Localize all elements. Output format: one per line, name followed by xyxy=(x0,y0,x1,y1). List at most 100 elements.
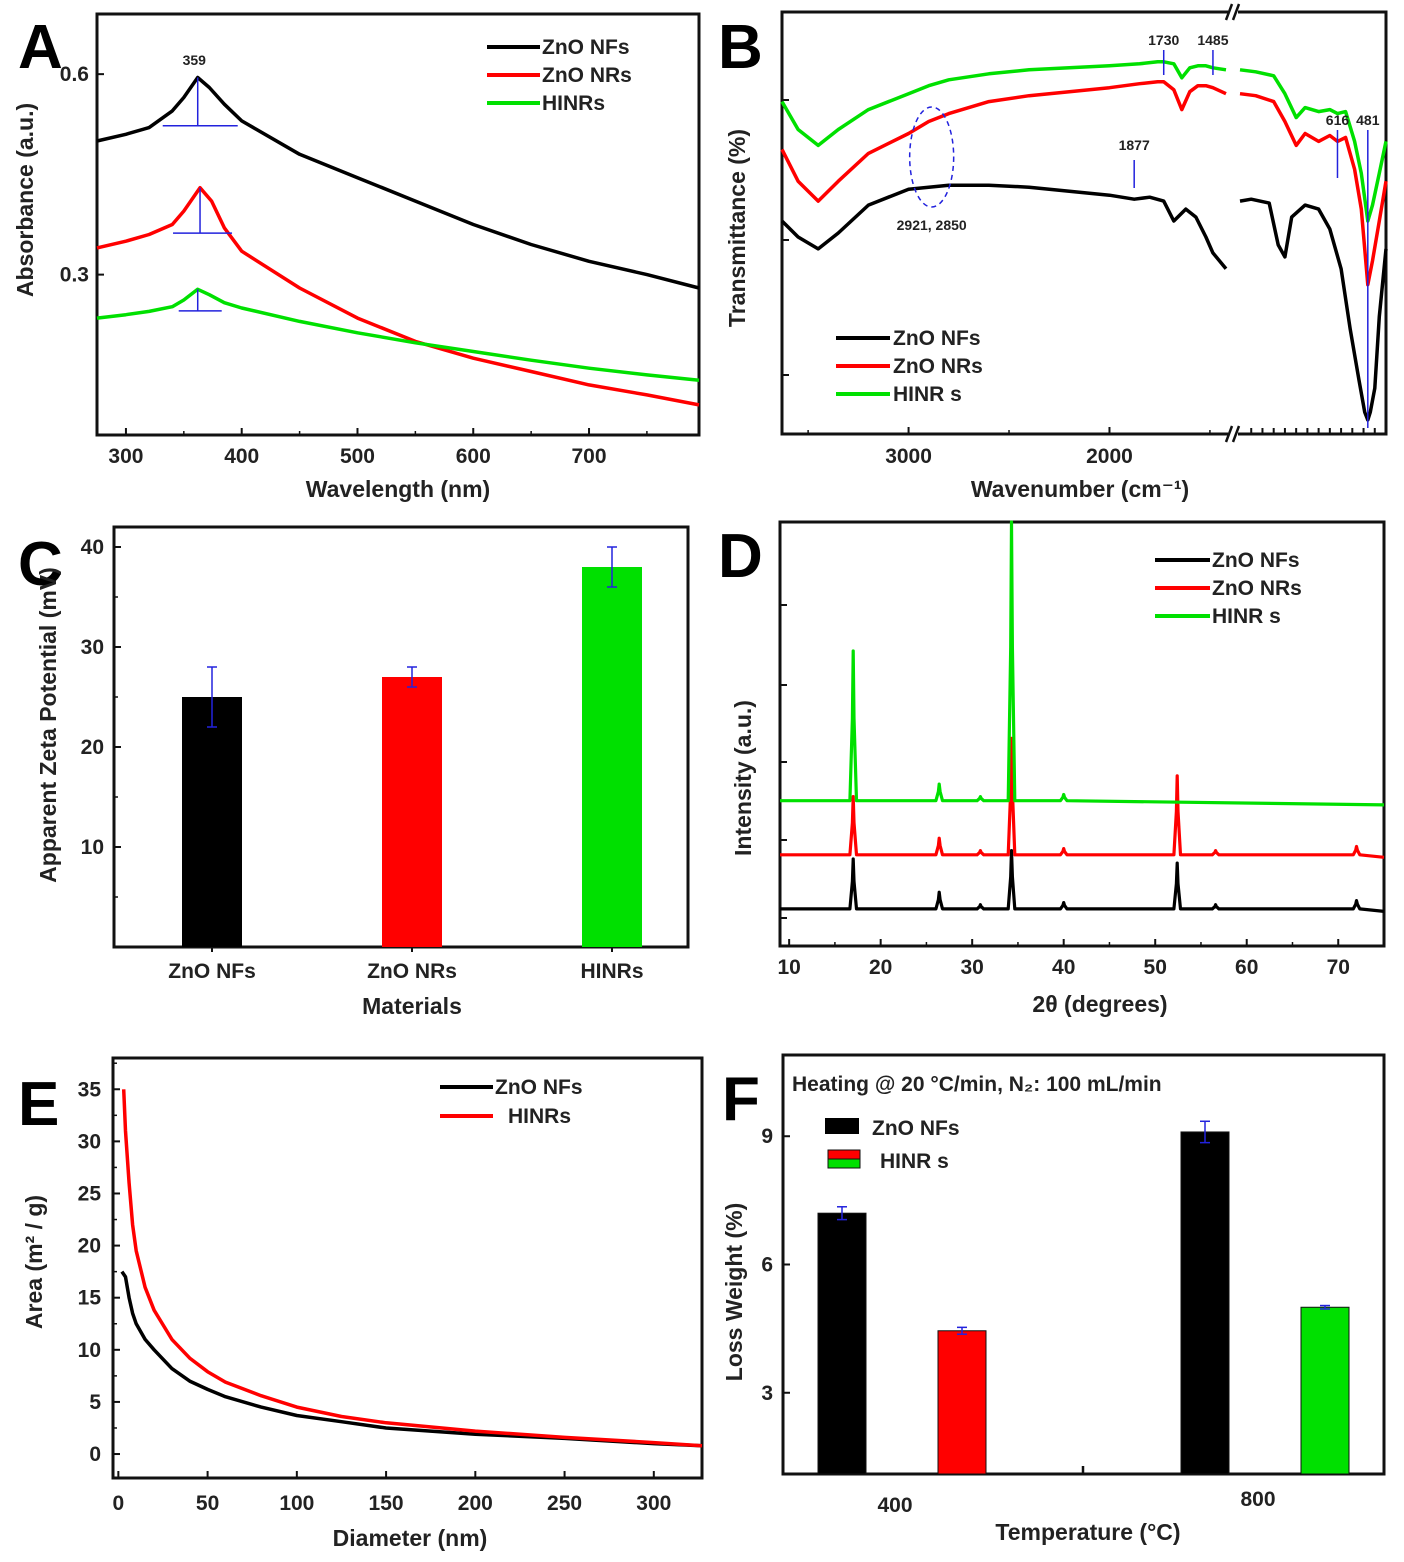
panel-f-bar-1-1 xyxy=(1300,1306,1350,1475)
panel-b-region-ellipse xyxy=(908,106,955,208)
panel-d-series-group xyxy=(780,520,1385,913)
panel-label-f: F xyxy=(722,1065,760,1134)
panel-a-axes: 300 400 500 600 700 0.3 0.6 xyxy=(60,63,648,468)
panel-c-y-tick-label: 30 xyxy=(81,636,104,659)
panel-b-x-tick-label: 3000 xyxy=(885,445,932,468)
panel-f-x-axis-label: Temperature (°C) xyxy=(995,1519,1180,1545)
panel-b-series-line-right-0 xyxy=(1239,197,1388,422)
panel-e-x-tick-label: 100 xyxy=(279,1492,314,1515)
panel-d-x-tick-label: 40 xyxy=(1052,956,1075,979)
panel-b-annotations: 1730 1485 616 481 1877 2921, 2850 xyxy=(897,32,1380,428)
panel-b-plot-frame xyxy=(780,10,1388,436)
panel-a-y-tick-label: 0.6 xyxy=(60,63,89,86)
panel-f-bar-0-0 xyxy=(817,1212,867,1475)
panel-label-d: D xyxy=(718,522,763,591)
panel-b-annotation: 2921, 2850 xyxy=(897,217,967,233)
panel-b-series-group xyxy=(780,60,1388,422)
panel-d-x-tick-label: 30 xyxy=(961,956,984,979)
panel-c-bar-2 xyxy=(582,567,642,947)
panel-e-x-tick-label: 0 xyxy=(113,1492,125,1515)
panel-e-x-axis-label: Diameter (nm) xyxy=(333,1525,488,1551)
panel-f-y-axis-label: Loss Weight (%) xyxy=(721,1203,747,1381)
panel-a-legend-label: ZnO NRs xyxy=(542,64,632,87)
panel-a-series-line-1 xyxy=(96,185,700,407)
panel-e-y-tick-label: 5 xyxy=(89,1391,101,1414)
panel-a-x-tick-label: 500 xyxy=(340,445,375,468)
panel-e-legend: ZnO NFs HINRs xyxy=(440,1076,583,1128)
panel-b-legend-label: HINR s xyxy=(893,383,962,406)
panel-b-annotation: 616 xyxy=(1326,112,1350,128)
panel-b-axis-break-mark xyxy=(1231,425,1241,443)
panel-a-legend: ZnO NFs ZnO NRs HINRs xyxy=(487,36,632,115)
panel-b-axes: 3000 2000 xyxy=(782,3,1387,468)
panel-a-legend-label: ZnO NFs xyxy=(542,36,630,59)
panel-e-y-tick-label: 10 xyxy=(78,1339,101,1362)
panel-b-annotation: 481 xyxy=(1356,112,1380,128)
panel-e-series-line-0 xyxy=(120,1270,703,1448)
panel-b-series-line-left-0 xyxy=(780,183,1228,270)
panel-f-legend-label: HINR s xyxy=(880,1150,949,1173)
panel-b-x-tick-label: 2000 xyxy=(1086,445,1133,468)
panel-d-x-tick-label: 70 xyxy=(1327,956,1350,979)
panel-e-y-tick-label: 30 xyxy=(78,1130,101,1153)
panel-f-axes: 3 6 9 400 800 xyxy=(761,1125,1275,1517)
panel-b-axis-break-mark xyxy=(1224,3,1234,21)
panel-d-series-line-2 xyxy=(780,520,1385,807)
panel-e-y-tick-label: 0 xyxy=(89,1443,101,1466)
panel-d-legend-label: ZnO NFs xyxy=(1212,549,1300,572)
panel-a-legend-label: HINRs xyxy=(542,92,605,115)
panel-f-bar-0-1 xyxy=(1180,1131,1230,1475)
panel-a-plot-frame xyxy=(95,12,701,437)
panel-a-series-line-0 xyxy=(96,75,700,290)
panel-b-legend-label: ZnO NFs xyxy=(893,327,981,350)
panel-e-axes: 0 50 100 150 200 250 300 0 5 10 15 20 25 30 35 xyxy=(78,1062,671,1515)
panel-f-bars xyxy=(817,1120,1350,1475)
panel-f-y-tick-label: 3 xyxy=(761,1382,773,1405)
panel-b-series-line-left-2 xyxy=(780,60,1227,148)
panel-a-annotation: 359 xyxy=(183,52,207,68)
panel-d-plot-frame xyxy=(778,520,1386,948)
panel-b-axis-break-mark xyxy=(1231,3,1241,21)
panel-d-axes: 10 20 30 40 50 60 70 xyxy=(777,604,1385,979)
panel-e-y-tick-label: 15 xyxy=(78,1287,102,1310)
panel-a-annotations: 359 xyxy=(183,52,207,68)
panel-d-legend-label: HINR s xyxy=(1212,605,1281,628)
panel-e-y-tick-label: 25 xyxy=(78,1182,102,1205)
panel-d-y-axis-label: Intensity (a.u.) xyxy=(730,700,756,856)
panel-label-b: B xyxy=(718,13,763,82)
panel-f-legend-label: ZnO NFs xyxy=(872,1117,960,1140)
panel-e-x-tick-label: 250 xyxy=(547,1492,582,1515)
panel-d-series-line-0 xyxy=(780,848,1385,913)
panel-f-legend-swatch xyxy=(825,1118,859,1134)
panel-f-legend-swatch xyxy=(827,1158,861,1169)
panel-c-y-tick-label: 40 xyxy=(81,536,104,559)
panel-e-x-tick-label: 50 xyxy=(196,1492,219,1515)
panel-a-x-tick-label: 300 xyxy=(108,445,143,468)
panel-d-legend: ZnO NFs ZnO NRs HINR s xyxy=(1155,549,1302,628)
panel-f-x-tick-label: 800 xyxy=(1240,1488,1275,1511)
panel-f-legend-swatch xyxy=(827,1149,861,1160)
panel-c-axes: 10 20 30 40 ZnO NFs ZnO NRs HINRs xyxy=(81,536,644,983)
panel-b-series-line-left-1 xyxy=(780,79,1227,203)
panel-c-x-tick-label: ZnO NRs xyxy=(367,960,457,983)
panel-e: E 0 50 100 150 200 250 300 0 5 10 15 20 25 30 35 ZnO N… xyxy=(18,1056,704,1551)
panel-b-annotation: 1485 xyxy=(1197,32,1228,48)
panel-c-bar-0 xyxy=(182,697,242,947)
panel-a-x-tick-label: 400 xyxy=(224,445,259,468)
panel-a-y-tick-label: 0.3 xyxy=(60,264,89,287)
panel-c-y-tick-label: 10 xyxy=(81,836,104,859)
panel-b-annotation: 1877 xyxy=(1119,137,1150,153)
panel-b-y-axis-label: Transmittance (%) xyxy=(724,129,750,327)
panel-b-axis-break-top xyxy=(1228,4,1238,20)
panel-c-bar-1 xyxy=(382,677,442,947)
panel-a-x-tick-label: 700 xyxy=(571,445,606,468)
panel-e-x-tick-label: 200 xyxy=(458,1492,493,1515)
panel-a-series-group xyxy=(96,75,700,407)
panel-b-series-line-right-2 xyxy=(1239,68,1388,223)
panel-f-bar-1-0 xyxy=(937,1330,987,1475)
panel-c-y-tick-label: 20 xyxy=(81,736,104,759)
panel-b-x-axis-label: Wavenumber (cm⁻¹) xyxy=(971,476,1189,502)
